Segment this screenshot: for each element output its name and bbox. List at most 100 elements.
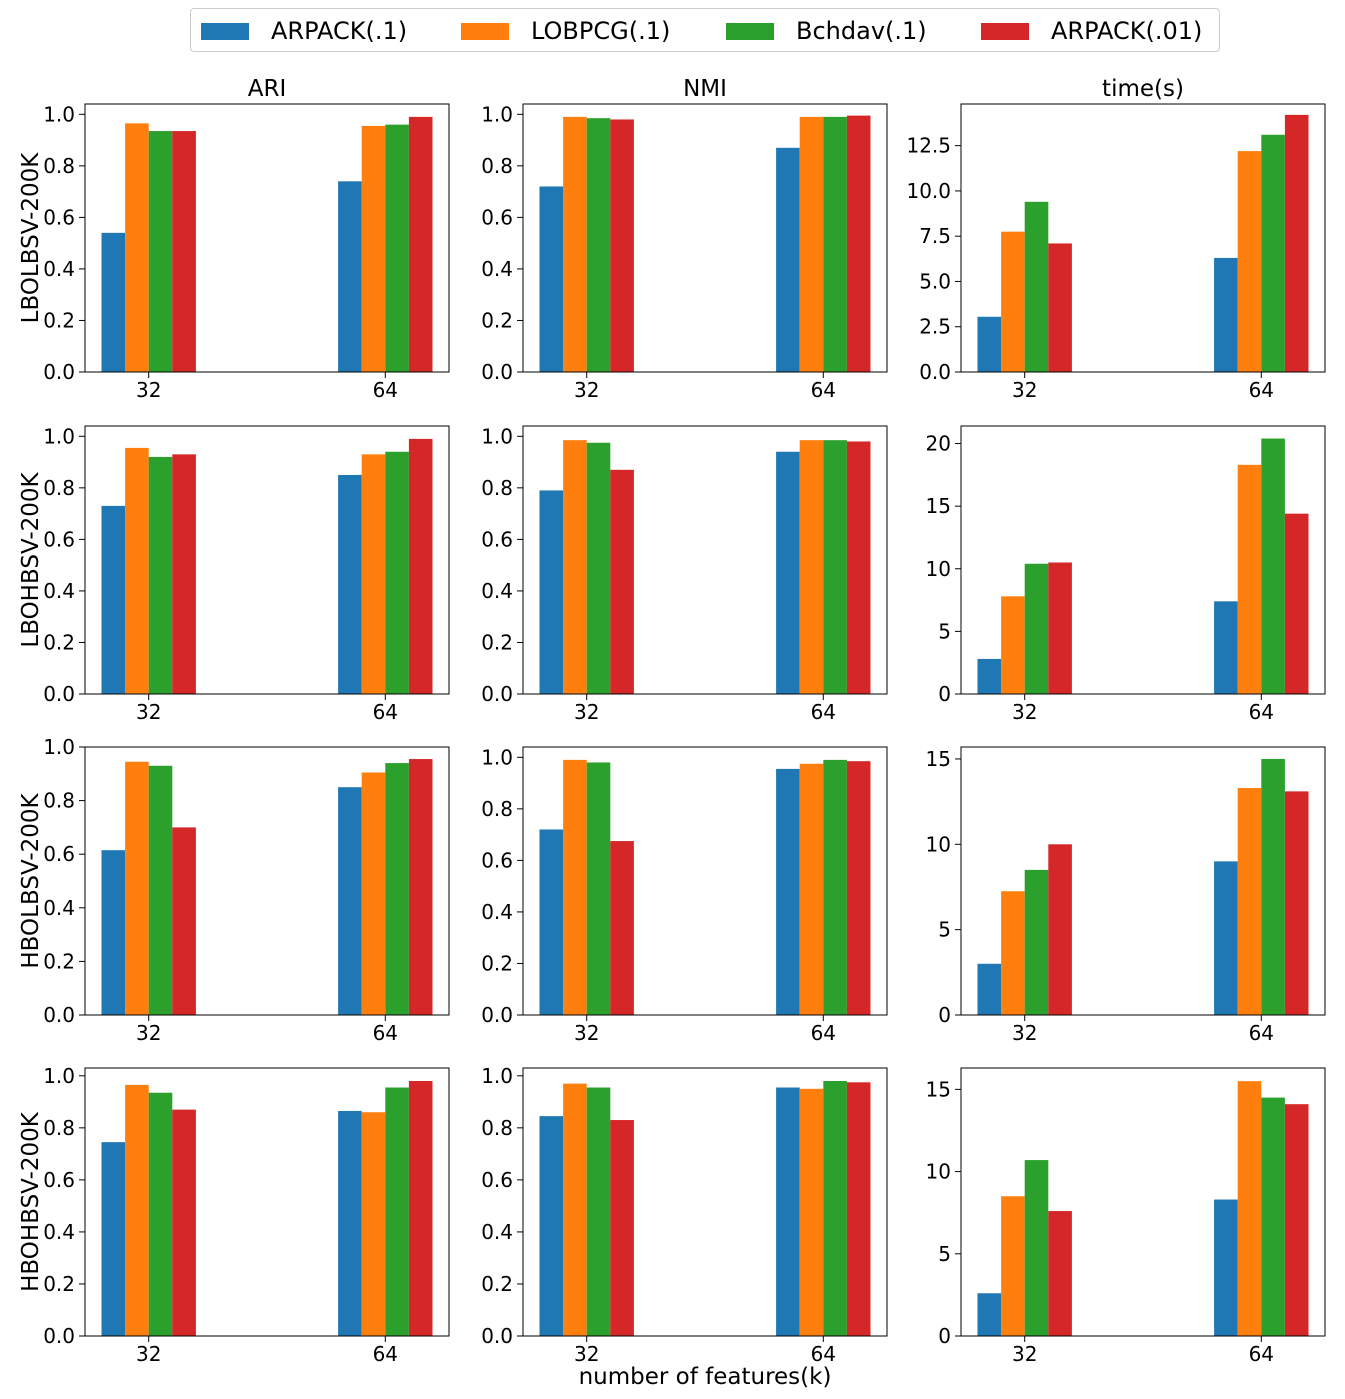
y-tick-label: 0.2 bbox=[481, 308, 513, 332]
x-tick-label: 64 bbox=[1249, 378, 1274, 402]
bar-hbolbsv-200k-nmi-arpack-1-64 bbox=[776, 768, 800, 1015]
x-axis-label: number of features(k) bbox=[579, 1364, 832, 1390]
y-tick-label: 0.8 bbox=[43, 476, 75, 500]
axes-frame-lbohbsv-200k-time-s bbox=[960, 425, 1326, 695]
axes-frame-lbohbsv-200k-nmi bbox=[522, 425, 888, 695]
bar-lbolbsv-200k-nmi-arpack-1-32 bbox=[539, 186, 564, 372]
axes-frame-hbolbsv-200k-ari bbox=[84, 746, 450, 1016]
bar-hbohbsv-200k-ari-arpack-1-64 bbox=[338, 1110, 362, 1336]
bar-lbohbsv-200k-ari-arpack-01-32 bbox=[172, 454, 196, 694]
bar-hbohbsv-200k-time-s-arpack-1-32 bbox=[977, 1293, 1002, 1336]
y-tick-label: 20 bbox=[926, 432, 951, 456]
bar-hbolbsv-200k-ari-lobpcg-1-64 bbox=[361, 772, 386, 1015]
bar-hbolbsv-200k-ari-arpack-1-32 bbox=[101, 850, 126, 1015]
bar-lbohbsv-200k-ari-arpack-1-32 bbox=[101, 505, 126, 694]
legend-entry-arpack-01: ARPACK(.1) bbox=[201, 9, 407, 53]
bar-hbolbsv-200k-nmi-lobpcg-1-32 bbox=[563, 759, 587, 1015]
y-tick-label: 0.2 bbox=[481, 630, 513, 654]
bar-hbohbsv-200k-ari-lobpcg-1-64 bbox=[361, 1112, 386, 1336]
legend-entry-lobpcg-01: LOBPCG(.1) bbox=[461, 9, 670, 53]
bar-lbohbsv-200k-ari-lobpcg-1-32 bbox=[125, 447, 149, 694]
bar-lbolbsv-200k-ari-arpack-01-64 bbox=[408, 116, 433, 372]
bar-lbohbsv-200k-nmi-bchdav-1-64 bbox=[823, 440, 847, 694]
row-label-hbohbsv-200k: HBOHBSV-200K bbox=[18, 1111, 44, 1292]
column-title-time-s: time(s) bbox=[1102, 76, 1184, 102]
y-tick-label: 0.8 bbox=[43, 789, 75, 813]
y-tick-label: 0.4 bbox=[481, 900, 513, 924]
y-tick-label: 10 bbox=[926, 832, 951, 856]
row-label-hbolbsv-200k: HBOLBSV-200K bbox=[18, 792, 44, 968]
bar-lbolbsv-200k-nmi-bchdav-1-64 bbox=[823, 116, 847, 372]
bar-hbohbsv-200k-nmi-lobpcg-1-32 bbox=[563, 1083, 587, 1336]
bar-hbolbsv-200k-nmi-arpack-01-32 bbox=[610, 841, 634, 1015]
bar-hbolbsv-200k-ari-bchdav-1-64 bbox=[385, 763, 409, 1015]
y-tick-label: 0 bbox=[938, 1003, 951, 1027]
x-tick-label: 32 bbox=[136, 1021, 161, 1045]
bar-hbohbsv-200k-time-s-bchdav-1-32 bbox=[1024, 1160, 1049, 1336]
y-tick-label: 1.0 bbox=[43, 735, 75, 759]
y-tick-label: 0.2 bbox=[43, 1272, 75, 1296]
y-tick-label: 0.4 bbox=[43, 1220, 75, 1244]
bar-lbolbsv-200k-ari-arpack-1-32 bbox=[101, 232, 126, 372]
bar-lbolbsv-200k-time-s-lobpcg-1-64 bbox=[1237, 151, 1262, 372]
bar-lbolbsv-200k-nmi-arpack-01-32 bbox=[610, 119, 634, 372]
y-tick-label: 0.6 bbox=[43, 527, 75, 551]
y-tick-label: 0.2 bbox=[481, 1272, 513, 1296]
y-tick-label: 5 bbox=[938, 1242, 951, 1266]
bar-hbolbsv-200k-time-s-arpack-1-64 bbox=[1214, 861, 1238, 1015]
bar-hbohbsv-200k-ari-arpack-01-64 bbox=[408, 1081, 433, 1336]
bar-lbohbsv-200k-nmi-arpack-1-32 bbox=[539, 490, 564, 694]
bar-lbolbsv-200k-ari-lobpcg-1-32 bbox=[125, 123, 149, 372]
y-tick-label: 0.2 bbox=[43, 308, 75, 332]
y-tick-label: 0.8 bbox=[481, 1116, 513, 1140]
bar-hbohbsv-200k-time-s-lobpcg-1-32 bbox=[1001, 1196, 1025, 1336]
y-tick-label: 0.4 bbox=[481, 1220, 513, 1244]
y-tick-label: 0.0 bbox=[481, 1003, 513, 1027]
legend-swatch bbox=[201, 22, 249, 40]
bar-lbohbsv-200k-nmi-arpack-1-64 bbox=[776, 451, 800, 694]
y-tick-label: 15 bbox=[926, 494, 951, 518]
legend-swatch bbox=[726, 22, 774, 40]
x-tick-label: 32 bbox=[1012, 700, 1037, 724]
bar-hbohbsv-200k-ari-bchdav-1-64 bbox=[385, 1087, 409, 1336]
y-tick-label: 0.6 bbox=[43, 842, 75, 866]
y-tick-label: 12.5 bbox=[906, 134, 951, 158]
column-title-nmi: NMI bbox=[683, 76, 727, 102]
y-tick-label: 0 bbox=[938, 1324, 951, 1348]
y-tick-label: 10 bbox=[926, 557, 951, 581]
row-label-lbolbsv-200k: LBOLBSV-200K bbox=[18, 152, 44, 324]
bar-hbolbsv-200k-time-s-lobpcg-1-32 bbox=[1001, 891, 1025, 1015]
x-tick-label: 64 bbox=[811, 378, 836, 402]
bar-lbohbsv-200k-nmi-arpack-01-32 bbox=[610, 469, 634, 694]
x-tick-label: 32 bbox=[136, 378, 161, 402]
y-tick-label: 1.0 bbox=[481, 1064, 513, 1088]
bar-hbohbsv-200k-nmi-arpack-1-32 bbox=[539, 1116, 564, 1336]
y-tick-label: 0.0 bbox=[919, 360, 951, 384]
bar-hbohbsv-200k-ari-arpack-01-32 bbox=[172, 1109, 196, 1336]
y-tick-label: 0.0 bbox=[481, 1324, 513, 1348]
y-tick-label: 0.8 bbox=[481, 797, 513, 821]
bar-lbolbsv-200k-time-s-arpack-1-64 bbox=[1214, 257, 1238, 372]
legend-label: ARPACK(.1) bbox=[271, 17, 408, 45]
bar-lbolbsv-200k-ari-arpack-1-64 bbox=[338, 181, 362, 372]
bar-lbohbsv-200k-ari-bchdav-1-32 bbox=[148, 456, 173, 694]
bar-lbohbsv-200k-time-s-lobpcg-1-64 bbox=[1237, 464, 1262, 694]
bar-lbohbsv-200k-nmi-bchdav-1-32 bbox=[586, 442, 611, 694]
bar-lbohbsv-200k-ari-bchdav-1-64 bbox=[385, 451, 409, 694]
axes-frame-hbolbsv-200k-nmi bbox=[522, 746, 888, 1016]
bar-hbolbsv-200k-ari-arpack-01-32 bbox=[172, 827, 196, 1015]
bar-hbohbsv-200k-nmi-lobpcg-1-64 bbox=[799, 1088, 824, 1336]
y-tick-label: 5 bbox=[938, 918, 951, 942]
axes-frame-lbohbsv-200k-ari bbox=[84, 425, 450, 695]
bar-hbohbsv-200k-nmi-arpack-01-32 bbox=[610, 1120, 634, 1336]
bar-lbohbsv-200k-ari-arpack-1-64 bbox=[338, 474, 362, 694]
bar-hbolbsv-200k-nmi-bchdav-1-64 bbox=[823, 759, 847, 1015]
bar-hbohbsv-200k-time-s-arpack-01-32 bbox=[1048, 1211, 1072, 1336]
axes-frame-hbohbsv-200k-time-s bbox=[960, 1067, 1326, 1337]
column-title-ari: ARI bbox=[248, 76, 287, 102]
bar-lbohbsv-200k-time-s-arpack-1-32 bbox=[977, 658, 1002, 694]
y-tick-label: 0.6 bbox=[481, 1168, 513, 1192]
bar-hbohbsv-200k-time-s-bchdav-1-64 bbox=[1261, 1097, 1285, 1336]
x-tick-label: 64 bbox=[1249, 700, 1274, 724]
